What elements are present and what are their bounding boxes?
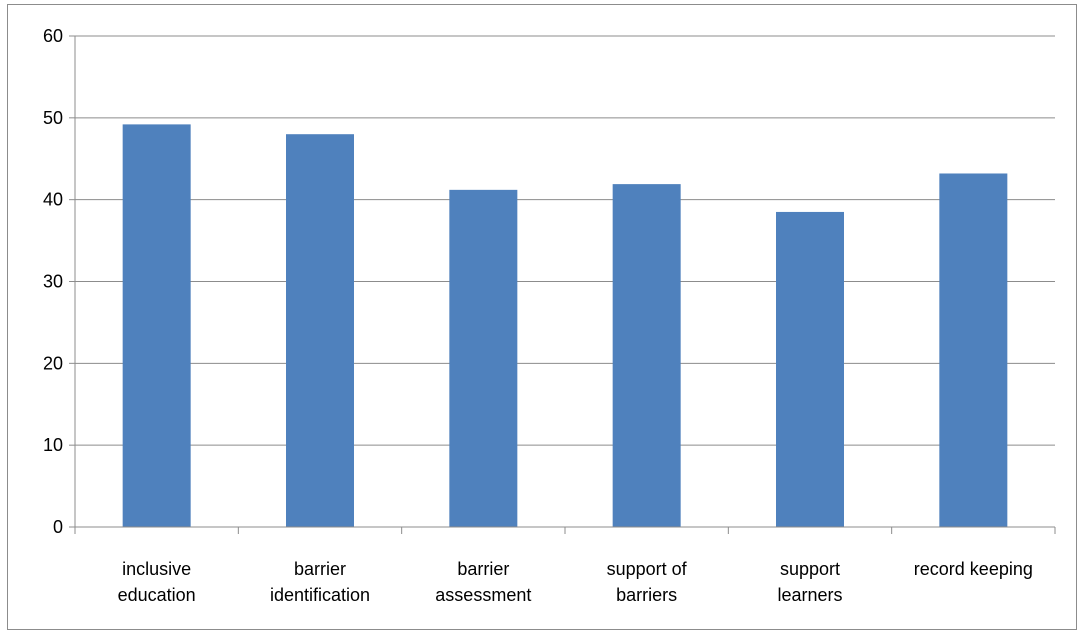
x-category-label: barrier identification [270,559,370,605]
x-category-label: record keeping [914,559,1033,579]
y-tick-label: 0 [53,517,63,537]
bar [776,211,844,528]
axes [69,35,1056,534]
y-tick-label: 10 [43,435,63,455]
bar [122,124,191,527]
bar [286,134,354,527]
y-tick-label: 20 [43,353,63,373]
y-tick-labels: 0 10 20 30 40 50 60 [43,26,63,537]
x-category-label: support learners [777,559,842,605]
y-tick-label: 50 [43,108,63,128]
x-category-label: barrier assessment [435,559,531,605]
x-category-labels: inclusive education barrier identification b… [118,559,1033,605]
bars [122,124,1008,528]
bar [612,184,681,527]
y-tick-label: 40 [43,190,63,210]
x-category-label: inclusive education [118,559,196,605]
gridlines [75,35,1055,446]
x-category-label: support of barriers [607,559,688,605]
y-tick-label: 30 [43,272,63,292]
y-tick-label: 60 [43,26,63,46]
bar [449,189,518,527]
bar [939,173,1008,528]
